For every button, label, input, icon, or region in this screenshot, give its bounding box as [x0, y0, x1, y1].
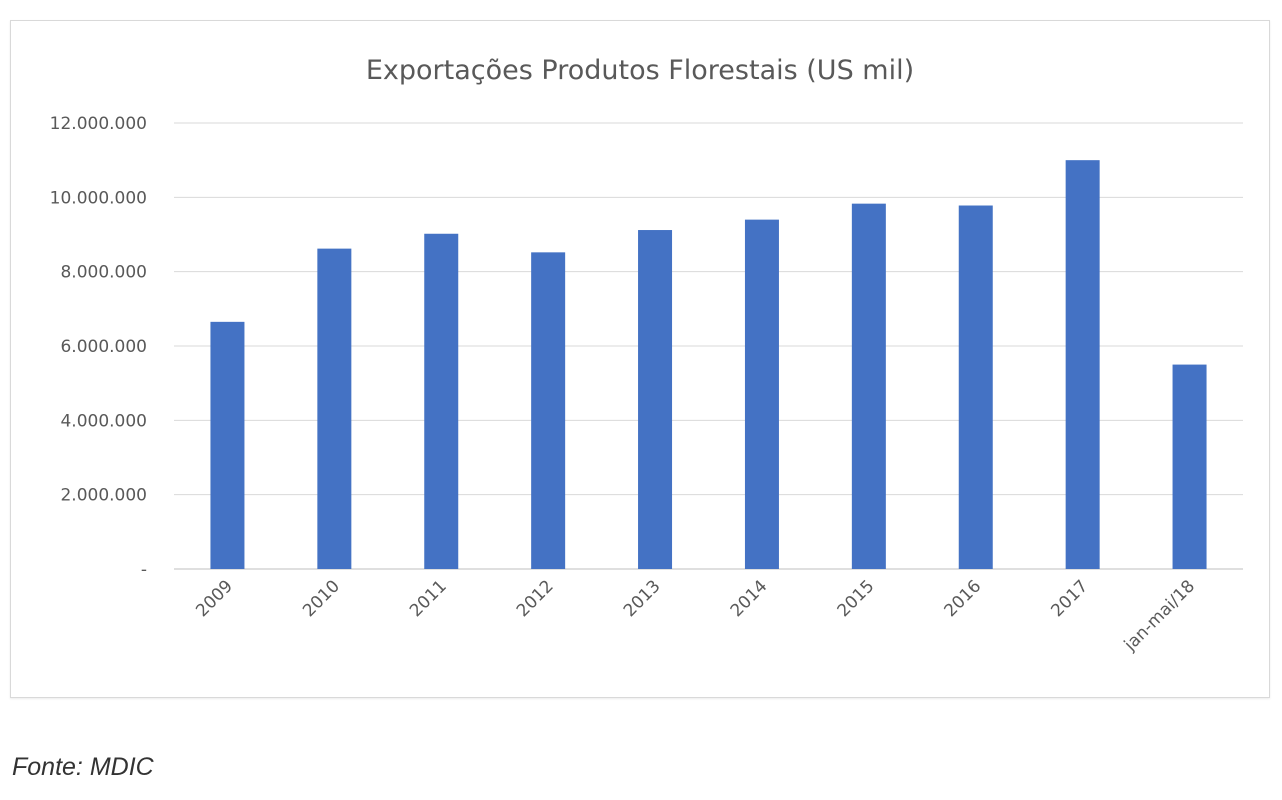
bar-2014 [744, 219, 779, 569]
y-tick-label: 8.000.000 [60, 263, 147, 283]
bar-jan-mai/18 [1172, 364, 1207, 569]
bar-2013 [638, 230, 673, 570]
chart-title: Exportações Produtos Florestais (US mil) [366, 55, 914, 86]
y-tick-label: 2.000.000 [60, 486, 147, 506]
x-tick-label: 2016 [941, 576, 986, 621]
bar-2012 [531, 252, 566, 569]
bar-2017 [1065, 160, 1100, 569]
y-tick-label: 12.000.000 [50, 114, 147, 134]
bar-2015 [851, 203, 886, 569]
x-axis-ticks: 2009 2010 2011 2012 2013 2014 2015 2016 2017 jan-… [192, 576, 1199, 655]
bar-2016 [958, 205, 993, 569]
y-tick-label: 10.000.000 [50, 188, 147, 208]
x-tick-label: 2011 [406, 576, 451, 621]
x-tick-label: 2010 [299, 576, 344, 621]
y-tick-label: - [141, 560, 147, 580]
x-tick-label: 2009 [192, 576, 237, 621]
y-axis-ticks: - 2.000.000 4.000.000 6.000.000 8.000.000 10.… [50, 114, 147, 580]
x-tick-label: jan-mai/18 [1120, 576, 1199, 655]
bar-chart: Exportações Produtos Florestais (US mil)… [50, 55, 1243, 656]
x-tick-label: 2015 [834, 576, 879, 621]
bar-2011 [424, 233, 459, 570]
x-tick-label: 2014 [727, 576, 772, 621]
bar-2010 [317, 248, 352, 569]
x-tick-label: 2012 [513, 576, 558, 621]
x-tick-label: 2017 [1047, 576, 1092, 621]
chart-container: Exportações Produtos Florestais (US mil)… [10, 20, 1270, 698]
gridlines [174, 122, 1243, 570]
source-note: Fonte: MDIC [12, 753, 154, 781]
x-tick-label: 2013 [620, 576, 665, 621]
bar-2009 [210, 321, 245, 569]
bars [210, 160, 1207, 570]
y-tick-label: 6.000.000 [60, 337, 147, 357]
y-tick-label: 4.000.000 [60, 411, 147, 431]
